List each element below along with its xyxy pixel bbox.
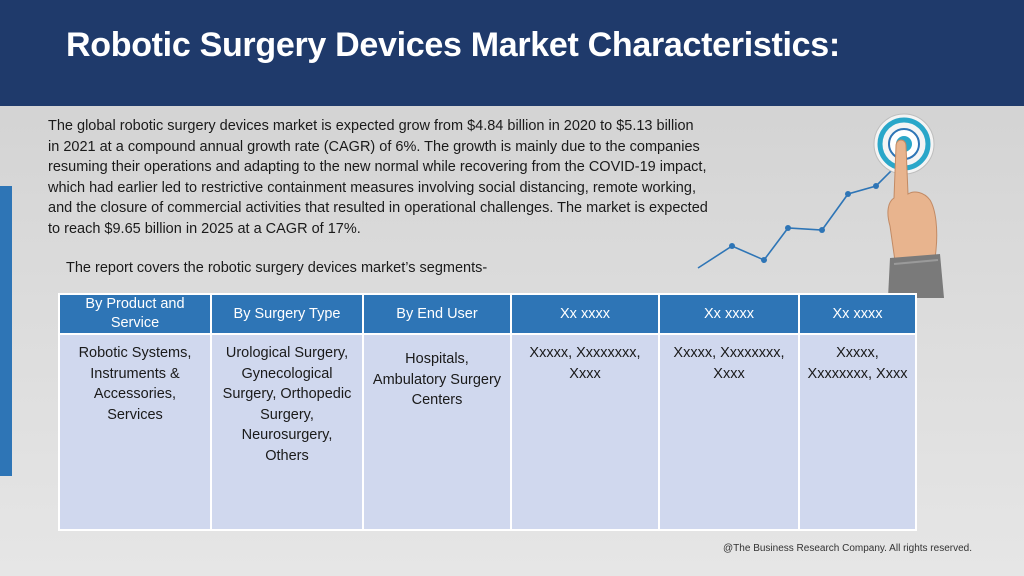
table-header: Xx xxxx	[798, 293, 917, 335]
table-cell: Xxxxx, Xxxxxxxx, Xxxx	[798, 333, 917, 531]
table-cell: Hospitals, Ambulatory Surgery Centers	[362, 333, 512, 531]
table-header: Xx xxxx	[510, 293, 660, 335]
segments-table: By Product and Service By Surgery Type B…	[58, 293, 917, 531]
left-accent-bar	[0, 186, 12, 476]
market-description: The global robotic surgery devices marke…	[48, 118, 708, 237]
table-header: By Product and Service	[58, 293, 212, 335]
table-cell: Urological Surgery, Gynecological Surger…	[210, 333, 364, 531]
growth-graph-icon	[697, 113, 944, 298]
copyright-footer: @The Business Research Company. All righ…	[723, 543, 972, 554]
hand-icon	[887, 139, 944, 298]
table-header: Xx xxxx	[658, 293, 800, 335]
table-cell: Xxxxx, Xxxxxxxx, Xxxx	[658, 333, 800, 531]
page-title: Robotic Surgery Devices Market Character…	[66, 26, 840, 64]
table-cell: Robotic Systems, Instruments & Accessori…	[58, 333, 212, 531]
header-bar: Robotic Surgery Devices Market Character…	[0, 0, 1024, 106]
table-header: By End User	[362, 293, 512, 335]
table-cell: Xxxxx, Xxxxxxxx, Xxxx	[510, 333, 660, 531]
table-header-row: By Product and Service By Surgery Type B…	[58, 293, 917, 335]
segments-intro: The report covers the robotic surgery de…	[66, 260, 488, 276]
table-header: By Surgery Type	[210, 293, 364, 335]
table-row: Robotic Systems, Instruments & Accessori…	[58, 333, 917, 531]
